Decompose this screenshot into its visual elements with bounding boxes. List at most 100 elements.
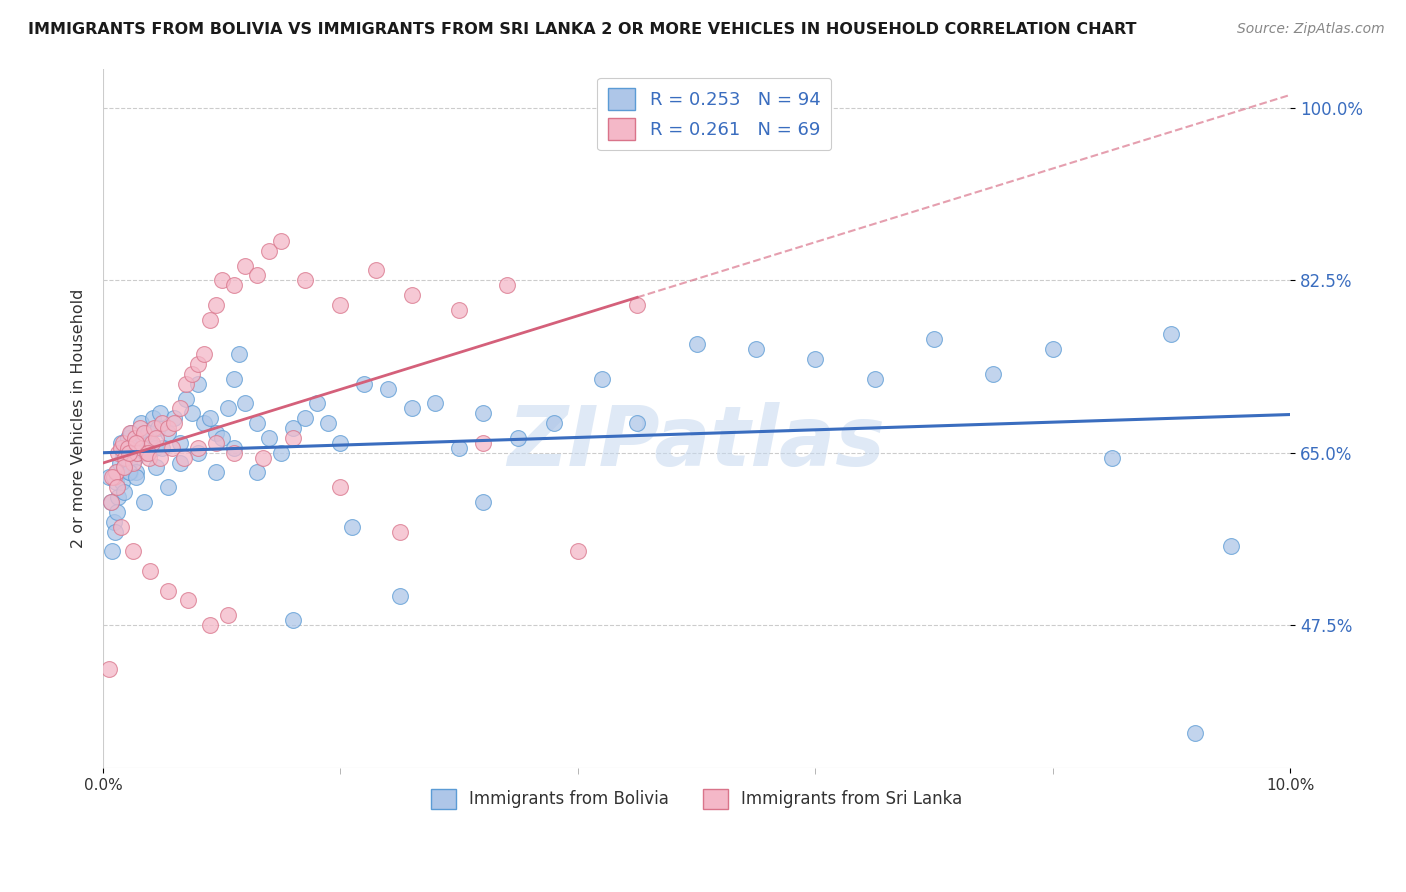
- Point: [146, 421, 169, 435]
- Point: [193, 347, 215, 361]
- Point: [105, 505, 128, 519]
- Text: Source: ZipAtlas.com: Source: ZipAtlas.com: [1237, 22, 1385, 37]
- Point: [97, 662, 120, 676]
- Point: [110, 441, 132, 455]
- Point: [120, 466, 142, 480]
- Point: [388, 524, 411, 539]
- Point: [121, 441, 143, 455]
- Point: [118, 456, 141, 470]
- Point: [97, 470, 120, 484]
- Point: [863, 372, 886, 386]
- Point: [401, 401, 423, 416]
- Text: ZIPatlas: ZIPatlas: [508, 402, 886, 483]
- Point: [174, 392, 197, 406]
- Point: [104, 475, 127, 490]
- Point: [160, 441, 183, 455]
- Point: [1101, 450, 1123, 465]
- Point: [103, 515, 125, 529]
- Point: [508, 431, 530, 445]
- Point: [177, 593, 200, 607]
- Point: [204, 466, 226, 480]
- Point: [135, 446, 157, 460]
- Point: [388, 589, 411, 603]
- Point: [127, 446, 149, 460]
- Point: [131, 441, 153, 455]
- Point: [174, 376, 197, 391]
- Point: [252, 450, 274, 465]
- Point: [136, 425, 159, 440]
- Point: [495, 278, 517, 293]
- Point: [804, 352, 827, 367]
- Point: [134, 495, 156, 509]
- Point: [222, 278, 245, 293]
- Point: [124, 450, 146, 465]
- Point: [149, 406, 172, 420]
- Point: [222, 441, 245, 455]
- Text: IMMIGRANTS FROM BOLIVIA VS IMMIGRANTS FROM SRI LANKA 2 OR MORE VEHICLES IN HOUSE: IMMIGRANTS FROM BOLIVIA VS IMMIGRANTS FR…: [28, 22, 1136, 37]
- Point: [132, 431, 155, 445]
- Point: [125, 470, 148, 484]
- Point: [235, 396, 257, 410]
- Point: [329, 480, 352, 494]
- Point: [157, 421, 180, 435]
- Point: [235, 259, 257, 273]
- Point: [281, 431, 304, 445]
- Point: [567, 544, 589, 558]
- Point: [449, 302, 471, 317]
- Point: [124, 431, 146, 445]
- Point: [377, 382, 399, 396]
- Point: [105, 480, 128, 494]
- Point: [187, 376, 209, 391]
- Point: [120, 425, 142, 440]
- Point: [329, 435, 352, 450]
- Point: [204, 425, 226, 440]
- Point: [181, 367, 204, 381]
- Point: [143, 421, 166, 435]
- Point: [169, 401, 191, 416]
- Point: [329, 298, 352, 312]
- Point: [111, 475, 134, 490]
- Point: [187, 357, 209, 371]
- Point: [125, 435, 148, 450]
- Point: [246, 466, 269, 480]
- Point: [129, 416, 152, 430]
- Point: [134, 425, 156, 440]
- Point: [139, 435, 162, 450]
- Point: [198, 312, 221, 326]
- Point: [157, 583, 180, 598]
- Point: [128, 421, 150, 435]
- Point: [626, 298, 648, 312]
- Point: [163, 416, 186, 430]
- Point: [193, 416, 215, 430]
- Point: [471, 435, 494, 450]
- Point: [626, 416, 648, 430]
- Point: [149, 450, 172, 465]
- Point: [173, 450, 195, 465]
- Point: [294, 411, 316, 425]
- Point: [138, 450, 160, 465]
- Point: [115, 446, 138, 460]
- Point: [745, 343, 768, 357]
- Point: [117, 431, 139, 445]
- Point: [112, 435, 135, 450]
- Point: [150, 416, 173, 430]
- Point: [110, 519, 132, 533]
- Point: [211, 431, 233, 445]
- Point: [471, 406, 494, 420]
- Point: [342, 519, 364, 533]
- Point: [100, 495, 122, 509]
- Point: [112, 485, 135, 500]
- Point: [246, 268, 269, 283]
- Point: [100, 495, 122, 509]
- Point: [101, 470, 124, 484]
- Point: [121, 456, 143, 470]
- Point: [128, 431, 150, 445]
- Point: [101, 544, 124, 558]
- Point: [211, 273, 233, 287]
- Point: [118, 466, 141, 480]
- Point: [543, 416, 565, 430]
- Point: [169, 435, 191, 450]
- Point: [112, 446, 135, 460]
- Point: [449, 441, 471, 455]
- Point: [318, 416, 340, 430]
